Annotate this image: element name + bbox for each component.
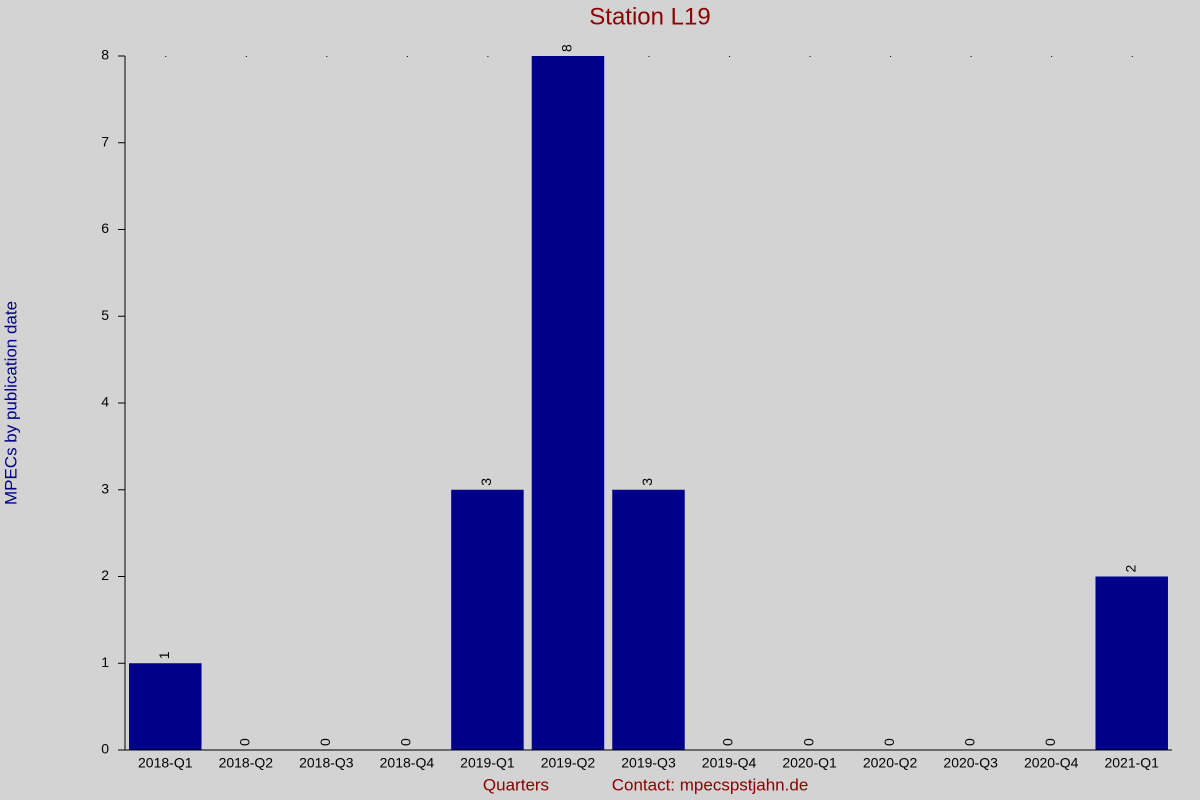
top-dot <box>1131 56 1133 57</box>
value-label: 0 <box>1042 738 1058 746</box>
value-label: 0 <box>800 738 816 746</box>
value-label: 0 <box>961 738 977 746</box>
y-tick-label: 0 <box>101 741 109 757</box>
bar <box>531 56 605 750</box>
value-label: 3 <box>639 478 655 486</box>
top-dot <box>970 56 972 57</box>
top-dot <box>487 56 489 57</box>
top-dot <box>165 56 167 57</box>
value-label: 0 <box>237 738 253 746</box>
top-dot <box>1051 56 1053 57</box>
value-label: 0 <box>317 738 333 746</box>
bar <box>451 489 524 750</box>
top-dot <box>326 56 328 57</box>
x-tick-label: 2018-Q2 <box>219 755 274 771</box>
top-dot <box>890 56 892 57</box>
y-tick-label: 3 <box>101 480 109 496</box>
value-label: 0 <box>398 738 414 746</box>
top-dot <box>809 56 811 57</box>
x-tick-label: 2020-Q4 <box>1024 755 1079 771</box>
value-label: 2 <box>1122 565 1138 573</box>
top-dot <box>245 56 247 57</box>
y-tick-label: 7 <box>101 133 109 149</box>
bar <box>612 489 685 750</box>
top-dot <box>406 56 408 57</box>
top-dot <box>729 56 731 57</box>
bar <box>129 663 202 750</box>
x-tick-label: 2020-Q2 <box>863 755 918 771</box>
x-tick-label: 2019-Q2 <box>541 755 596 771</box>
x-tick-label: 2018-Q3 <box>299 755 354 771</box>
value-label: 3 <box>478 478 494 486</box>
x-tick-label: 2019-Q3 <box>621 755 676 771</box>
x-tick-label: 2020-Q1 <box>782 755 837 771</box>
x-tick-label: 2020-Q3 <box>943 755 998 771</box>
contact: Contact: mpecspstjahn.de <box>612 775 809 794</box>
y-tick-label: 4 <box>101 394 109 410</box>
value-label: 0 <box>881 738 897 746</box>
top-dot <box>648 56 650 57</box>
value-label: 1 <box>156 651 172 659</box>
value-label: 0 <box>720 738 736 746</box>
y-tick-label: 8 <box>101 47 109 63</box>
y-tick-label: 5 <box>101 307 109 323</box>
bar <box>1095 576 1168 750</box>
y-tick-label: 6 <box>101 220 109 236</box>
x-tick-label: 2019-Q1 <box>460 755 515 771</box>
chart-title: Station L19 <box>589 3 710 30</box>
y-tick-label: 2 <box>101 567 109 583</box>
y-axis-label: MPECs by publication date <box>1 301 20 505</box>
x-axis-label: Quarters <box>483 775 549 794</box>
x-tick-label: 2019-Q4 <box>702 755 757 771</box>
x-tick-label: 2021-Q1 <box>1104 755 1159 771</box>
y-tick-label: 1 <box>101 654 109 670</box>
value-label: 8 <box>559 44 575 52</box>
x-tick-label: 2018-Q4 <box>380 755 435 771</box>
x-tick-label: 2018-Q1 <box>138 755 193 771</box>
